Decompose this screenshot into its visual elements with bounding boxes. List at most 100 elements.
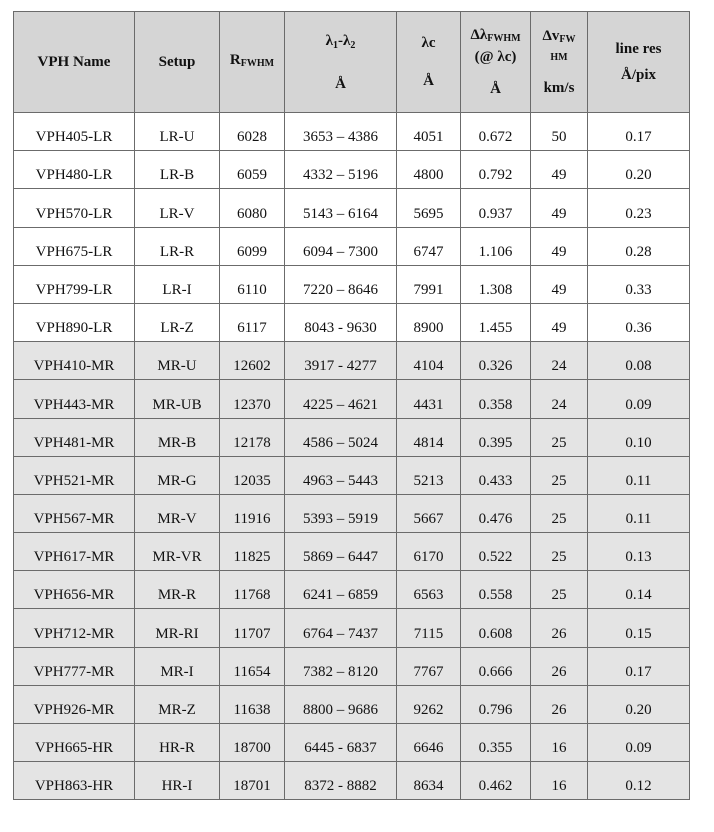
cell-lambda-c: 5667 [396, 493, 461, 534]
cell-setup: MR-R [134, 570, 220, 610]
table-row: VPH675-LR LR-R 6099 6094 – 7300 6747 1.106 49 0… [13, 226, 690, 266]
cell-setup: MR-V [134, 493, 220, 534]
cell-lambda-c: 9262 [396, 684, 461, 725]
cell-line-res: 0.12 [587, 761, 690, 801]
cell-lambda-c: 6646 [396, 722, 461, 763]
table-row: VPH405-LR LR-U 6028 3653 – 4386 4051 0.672 50 0… [13, 111, 690, 152]
cell-lambda-range: 4963 – 5443 [284, 455, 397, 495]
cell-lambda-range: 6094 – 7300 [284, 226, 397, 266]
cell-lambda-range: 7220 – 8646 [284, 264, 397, 304]
cell-r-fwhm: 11654 [219, 646, 285, 686]
cell-lambda-range: 3917 - 4277 [284, 341, 397, 381]
cell-lambda-range: 6445 - 6837 [284, 722, 397, 763]
cell-setup: LR-V [134, 188, 220, 228]
cell-lambda-c: 6170 [396, 532, 461, 572]
table-row: VPH481-MR MR-B 12178 4586 – 5024 4814 0.395 25… [13, 417, 690, 457]
cell-setup: LR-Z [134, 302, 220, 343]
cell-lambda-range: 8800 – 9686 [284, 684, 397, 725]
header-setup: Setup [134, 11, 220, 113]
cell-lambda-range: 8372 - 8882 [284, 761, 397, 801]
cell-delta-lambda: 0.937 [460, 188, 531, 228]
cell-lambda-range: 7382 – 8120 [284, 646, 397, 686]
cell-line-res: 0.10 [587, 417, 690, 457]
cell-delta-v: 25 [530, 570, 588, 610]
cell-vph-name: VPH567-MR [13, 493, 135, 534]
cell-delta-v: 25 [530, 532, 588, 572]
cell-vph-name: VPH443-MR [13, 379, 135, 419]
cell-line-res: 0.28 [587, 226, 690, 266]
cell-line-res: 0.23 [587, 188, 690, 228]
cell-lambda-c: 4104 [396, 341, 461, 381]
cell-lambda-c: 4431 [396, 379, 461, 419]
cell-delta-v: 49 [530, 188, 588, 228]
cell-delta-lambda: 0.462 [460, 761, 531, 801]
cell-setup: MR-U [134, 341, 220, 381]
cell-vph-name: VPH799-LR [13, 264, 135, 304]
cell-delta-v: 25 [530, 455, 588, 495]
cell-r-fwhm: 6110 [219, 264, 285, 304]
cell-lambda-c: 8634 [396, 761, 461, 801]
cell-setup: MR-VR [134, 532, 220, 572]
cell-line-res: 0.11 [587, 493, 690, 534]
cell-line-res: 0.09 [587, 722, 690, 763]
header-vph-name: VPH Name [13, 11, 135, 113]
table-row: VPH570-LR LR-V 6080 5143 – 6164 5695 0.937 49 0… [13, 188, 690, 228]
cell-delta-lambda: 0.522 [460, 532, 531, 572]
cell-line-res: 0.17 [587, 111, 690, 152]
cell-delta-lambda: 0.672 [460, 111, 531, 152]
cell-r-fwhm: 11707 [219, 608, 285, 648]
cell-vph-name: VPH481-MR [13, 417, 135, 457]
cell-lambda-range: 5393 – 5919 [284, 493, 397, 534]
cell-vph-name: VPH712-MR [13, 608, 135, 648]
cell-vph-name: VPH570-LR [13, 188, 135, 228]
cell-r-fwhm: 11825 [219, 532, 285, 572]
header-lambda-c: λc Å [396, 11, 461, 113]
cell-setup: MR-UB [134, 379, 220, 419]
cell-r-fwhm: 18700 [219, 722, 285, 763]
table-row: VPH480-LR LR-B 6059 4332 – 5196 4800 0.792 49 0… [13, 150, 690, 190]
cell-delta-v: 26 [530, 684, 588, 725]
table-row: VPH656-MR MR-R 11768 6241 – 6859 6563 0.558 25… [13, 570, 690, 610]
cell-lambda-c: 8900 [396, 302, 461, 343]
cell-lambda-c: 7991 [396, 264, 461, 304]
cell-vph-name: VPH890-LR [13, 302, 135, 343]
header-delta-lambda: ΔλFWHM (@ λc) Å [460, 11, 531, 113]
cell-line-res: 0.11 [587, 455, 690, 495]
cell-r-fwhm: 12370 [219, 379, 285, 419]
cell-lambda-c: 6563 [396, 570, 461, 610]
table-row: VPH521-MR MR-G 12035 4963 – 5443 5213 0.433 25… [13, 455, 690, 495]
cell-lambda-c: 7115 [396, 608, 461, 648]
cell-r-fwhm: 11916 [219, 493, 285, 534]
cell-setup: MR-G [134, 455, 220, 495]
cell-vph-name: VPH926-MR [13, 684, 135, 725]
cell-delta-lambda: 0.476 [460, 493, 531, 534]
cell-r-fwhm: 18701 [219, 761, 285, 801]
cell-line-res: 0.08 [587, 341, 690, 381]
cell-lambda-c: 4051 [396, 111, 461, 152]
cell-setup: LR-B [134, 150, 220, 190]
cell-r-fwhm: 12602 [219, 341, 285, 381]
table-body: VPH405-LR LR-U 6028 3653 – 4386 4051 0.672 50 0… [13, 111, 690, 801]
cell-vph-name: VPH521-MR [13, 455, 135, 495]
cell-delta-v: 25 [530, 417, 588, 457]
cell-delta-lambda: 0.666 [460, 646, 531, 686]
cell-line-res: 0.33 [587, 264, 690, 304]
cell-r-fwhm: 12035 [219, 455, 285, 495]
cell-delta-v: 24 [530, 379, 588, 419]
cell-lambda-range: 4225 – 4621 [284, 379, 397, 419]
cell-setup: MR-Z [134, 684, 220, 725]
cell-vph-name: VPH675-LR [13, 226, 135, 266]
cell-line-res: 0.20 [587, 150, 690, 190]
cell-delta-v: 50 [530, 111, 588, 152]
header-row: VPH Name Setup RFWHM λ1-λ2 Å λc Å ΔλFWHM [13, 11, 690, 113]
cell-delta-lambda: 0.608 [460, 608, 531, 648]
table-row: VPH567-MR MR-V 11916 5393 – 5919 5667 0.476 25… [13, 493, 690, 534]
cell-delta-v: 49 [530, 226, 588, 266]
cell-delta-lambda: 0.433 [460, 455, 531, 495]
cell-delta-lambda: 1.106 [460, 226, 531, 266]
cell-vph-name: VPH665-HR [13, 722, 135, 763]
header-lambda-range: λ1-λ2 Å [284, 11, 397, 113]
cell-vph-name: VPH863-HR [13, 761, 135, 801]
cell-lambda-range: 5869 – 6447 [284, 532, 397, 572]
table-row: VPH926-MR MR-Z 11638 8800 – 9686 9262 0.796 26… [13, 684, 690, 725]
